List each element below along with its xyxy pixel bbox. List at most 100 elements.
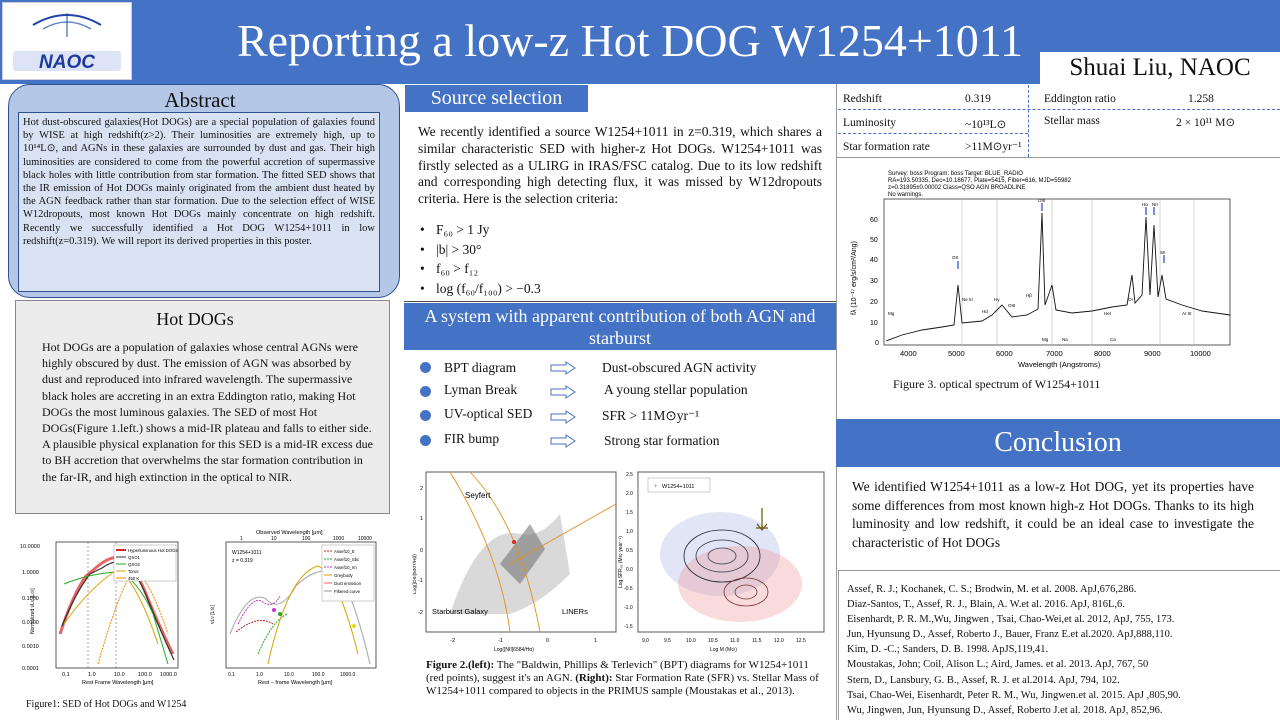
svg-text:-0.5: -0.5: [624, 586, 633, 592]
svg-text:0: 0: [875, 340, 879, 347]
svg-text:100: 100: [302, 536, 311, 542]
bullet-dot: [420, 435, 431, 446]
svg-text:0.1: 0.1: [228, 672, 235, 678]
evidence-sed: UV-optical SED: [444, 406, 533, 421]
divider: [836, 157, 1280, 158]
svg-text:0.1: 0.1: [62, 672, 70, 678]
figure-3-caption: Figure 3. optical spectrum of W1254+1011: [893, 377, 1101, 391]
svg-text:No warnings.: No warnings.: [888, 192, 923, 198]
svg-text:-1.0: -1.0: [624, 605, 633, 611]
svg-text:Starburst Galaxy: Starburst Galaxy: [432, 607, 488, 616]
svg-text:Hγ: Hγ: [994, 297, 1000, 302]
svg-text:30: 30: [870, 278, 878, 285]
svg-text:0.0001: 0.0001: [22, 666, 39, 672]
arrow-icon: [550, 434, 576, 448]
caption-text-left: The "Baldwin, Phillips & Terlevich" (BPT…: [426, 659, 809, 684]
svg-text:9000: 9000: [1144, 349, 1161, 358]
svg-text:10: 10: [870, 320, 878, 327]
svg-text:Ne III: Ne III: [962, 297, 973, 302]
svg-text:fλ (10⁻¹⁷ erg/s/cm²/Ang): fλ (10⁻¹⁷ erg/s/cm²/Ang): [851, 241, 858, 315]
caption-label-left: Figure 2.(left):: [426, 659, 495, 671]
hot-dogs-panel: [15, 300, 390, 514]
svg-text:2: 2: [420, 486, 423, 492]
svg-text:Log([OIII]5007/Hβ): Log([OIII]5007/Hβ): [412, 554, 418, 594]
svg-text:-1: -1: [498, 638, 503, 644]
svg-text:QSO2: QSO2: [128, 562, 141, 567]
reference-item: Eisenhardt, P. R. M.,Wu, Jingwen , Tsai,…: [847, 614, 1175, 626]
svg-text:60: 60: [870, 217, 878, 224]
svg-text:10000: 10000: [358, 536, 372, 542]
conclusion-sed: SFR > 11M⊙yr⁻¹: [602, 408, 700, 423]
svg-text:0.5: 0.5: [626, 548, 633, 554]
svg-text:1.5: 1.5: [626, 510, 633, 516]
svg-text:QSO1: QSO1: [128, 555, 141, 560]
label-luminosity: Luminosity: [843, 117, 897, 129]
svg-text:1: 1: [420, 516, 423, 522]
svg-text:9.0: 9.0: [642, 638, 649, 644]
svg-text:OII: OII: [952, 255, 958, 260]
reference-item: Tsai, Chao-Wei, Eisenhardt, Peter R. M.,…: [847, 689, 1181, 701]
bullet-dot: [420, 410, 431, 421]
svg-text:LINERs: LINERs: [562, 607, 588, 616]
svg-text:Survey: boss Program: boss Tar: Survey: boss Program: boss Target: BLUE_…: [888, 171, 1023, 177]
svg-text:Hyperluminous Hot DOGs: Hyperluminous Hot DOGs: [128, 548, 178, 553]
svg-text:0: 0: [420, 548, 423, 554]
svg-text:10.5: 10.5: [708, 638, 718, 644]
svg-text:+: +: [654, 484, 658, 490]
svg-text:Rest Frame Wavelength [μm]: Rest Frame Wavelength [μm]: [82, 680, 154, 686]
conclusion-lyman: A young stellar population: [604, 382, 748, 397]
svg-text:SII: SII: [1160, 250, 1166, 255]
abstract-title: Abstract: [164, 88, 236, 112]
arrow-icon: [550, 361, 576, 375]
svg-text:10.0: 10.0: [284, 672, 294, 678]
svg-text:7000: 7000: [1046, 349, 1063, 358]
svg-text:Observed Wavelength [μm]: Observed Wavelength [μm]: [256, 530, 323, 536]
svg-text:νLν [L⊙]: νLν [L⊙]: [210, 604, 216, 624]
table-divider: [838, 109, 1280, 110]
naoc-logo: NAOC: [2, 2, 132, 80]
reference-item: Kim, D. -C.; Sanders, D. B. 1998. ApJS,1…: [847, 644, 1049, 656]
svg-text:HeI: HeI: [1104, 311, 1111, 316]
reference-item: Diaz-Santos, T., Assef, R. J., Blain, A.…: [847, 599, 1125, 611]
bullet-dot: [420, 362, 431, 373]
svg-text:Filtered curve: Filtered curve: [334, 589, 361, 594]
svg-text:OIII: OIII: [1008, 303, 1015, 308]
svg-text:9.5: 9.5: [664, 638, 671, 644]
figure-3-spectrum: Survey: boss Program: boss Target: BLUE_…: [842, 165, 1238, 373]
svg-text:0.0010: 0.0010: [22, 644, 39, 650]
svg-text:Rest – frame Wavelength [μm]: Rest – frame Wavelength [μm]: [258, 680, 333, 686]
svg-text:12.0: 12.0: [774, 638, 784, 644]
svg-text:40: 40: [870, 257, 878, 264]
svg-text:1.0: 1.0: [256, 672, 263, 678]
reference-item: Stern, D., Lansbury, G. B., Assef, R. J.…: [847, 674, 1120, 686]
poster-title: Reporting a low-z Hot DOG W1254+1011: [236, 15, 1024, 66]
svg-text:Normalized νLν [L⊙]: Normalized νLν [L⊙]: [30, 588, 36, 634]
svg-text:Assef10_Sbc: Assef10_Sbc: [334, 557, 360, 562]
svg-text:10: 10: [271, 536, 277, 542]
svg-text:12.5: 12.5: [796, 638, 806, 644]
svg-text:0.1000: 0.1000: [22, 596, 39, 602]
criterion-latitude: |b| > 30°: [436, 240, 541, 260]
fig1-left-plot: 10.0000 1.0000 0.1000 0.0100 0.0010 0.00…: [20, 541, 179, 686]
svg-text:6000: 6000: [996, 349, 1013, 358]
conclusion-heading: Conclusion: [836, 419, 1280, 467]
conclusion-bpt: Dust-obscured AGN activity: [602, 360, 757, 375]
svg-text:2.5: 2.5: [626, 472, 633, 478]
svg-text:450 K: 450 K: [128, 576, 139, 581]
svg-text:100.0: 100.0: [138, 672, 152, 678]
abstract-text: Hot dust-obscured galaxies(Hot DOGs) are…: [18, 112, 380, 292]
svg-text:100.0: 100.0: [312, 672, 325, 678]
svg-text:OI: OI: [1128, 297, 1133, 302]
evidence-lyman: Lyman Break: [444, 382, 518, 397]
svg-text:1.0000: 1.0000: [22, 570, 39, 576]
svg-text:Log SFR₀ᵥ (M⊙ year⁻¹): Log SFR₀ᵥ (M⊙ year⁻¹): [618, 536, 624, 588]
svg-text:Assef10_Im: Assef10_Im: [334, 565, 357, 570]
sfr-mass-diagram: + W1254+1011 9.0 9.5 10.0 10.5 11.0 11.5…: [618, 471, 825, 653]
figure-1: 10.0000 1.0000 0.1000 0.0100 0.0010 0.00…: [18, 514, 390, 686]
figure-1-caption: Figure1: SED of Hot DOGs and W1254: [26, 699, 187, 710]
svg-text:2.0: 2.0: [626, 491, 633, 497]
column-divider: [836, 84, 837, 720]
svg-text:-1.5: -1.5: [624, 624, 633, 630]
system-heading: A system with apparent contribution of b…: [404, 303, 836, 350]
svg-text:1: 1: [594, 638, 597, 644]
